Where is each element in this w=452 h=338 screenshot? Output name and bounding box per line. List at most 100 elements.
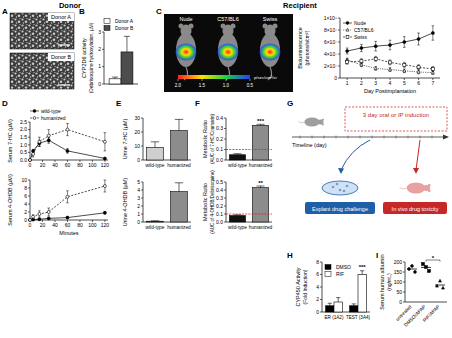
y-axis-sublabel: (AUC of 4-OHDB/Debrisoquine) — [210, 170, 215, 234]
error-bar — [66, 149, 69, 154]
diagram-label: Explant drug challenge — [312, 206, 368, 212]
mouse-label: Nude — [179, 16, 192, 22]
marker — [422, 263, 425, 266]
legend-swatch — [325, 265, 331, 270]
timeline-tick — [420, 136, 421, 139]
y-tick — [224, 214, 226, 215]
error-bar — [432, 26, 435, 40]
y-axis-sublabel: (AUC of 7-HC/Coumarin) — [210, 113, 215, 164]
x-axis — [30, 220, 108, 221]
y-axis-label: Metabolic Ratio — [202, 183, 208, 221]
plot-area — [226, 186, 272, 222]
x-axis-label: Minutes — [59, 230, 79, 236]
x-tick-label: 100 — [88, 162, 97, 168]
legend-label: Nude — [354, 20, 366, 26]
colorbar-tick — [178, 79, 179, 81]
marker — [374, 45, 377, 48]
diagram-label: In vivo drug toxicity — [392, 206, 439, 212]
error-bar — [360, 271, 364, 275]
y-tick-label: 1.5 — [20, 134, 27, 140]
x-tick-label: 1 — [346, 80, 349, 86]
error-bar — [112, 77, 118, 79]
bar — [147, 147, 164, 160]
mouse-tail — [400, 187, 407, 189]
mouse-ear — [273, 24, 278, 29]
colorbar-unit: p/sec/cm²/sr — [254, 75, 277, 80]
reference-line — [226, 149, 272, 150]
y-tick-label: 0.1 — [216, 146, 223, 152]
y-tick-label: 2.0 — [20, 126, 27, 132]
y-axis-sublabel: (Debrisoquine hydroxylation, µM) — [89, 22, 94, 93]
y-axis-label: Bioluminescence — [297, 27, 303, 69]
y-tick — [28, 188, 30, 189]
error-bar — [374, 56, 377, 61]
micrograph-label: Donor B — [51, 54, 72, 60]
label-box — [305, 202, 375, 214]
marker — [431, 32, 434, 35]
y-tick-label: 4 — [137, 187, 140, 193]
y-tick-label: 4 — [24, 201, 27, 207]
marker — [417, 66, 420, 69]
y-axis — [226, 182, 227, 222]
legend-marker — [33, 110, 36, 113]
y-tick-label: 0.5 — [20, 149, 27, 155]
y-tick — [102, 32, 104, 33]
arrow-head — [338, 168, 344, 174]
y-tick — [102, 84, 104, 85]
signal — [217, 43, 239, 61]
panel-letter: B — [79, 7, 85, 16]
y-tick — [403, 272, 405, 273]
legend-label: DMSO — [336, 264, 351, 270]
y-tick — [320, 312, 322, 313]
x-tick-label: TEST (3A4) — [346, 315, 371, 320]
colorbar-tick-label: 1.5 — [199, 83, 206, 88]
marker — [66, 195, 69, 198]
y-axis-label: Metabolic Ratio — [202, 120, 208, 158]
x-tick-label: wild-type — [146, 163, 165, 168]
x-tick-label: humanized — [249, 163, 273, 168]
colorbar-tick — [226, 79, 227, 81]
y-tick — [338, 78, 340, 79]
y-tick — [224, 190, 226, 191]
mouse-label: Swiss — [263, 16, 278, 22]
error-bar — [389, 40, 392, 50]
timeline-tick — [300, 136, 301, 139]
timeline-tick — [360, 136, 361, 139]
error-bar — [32, 219, 35, 220]
y-tick — [28, 212, 30, 213]
y-tick — [141, 118, 143, 119]
legend-marker — [346, 22, 349, 25]
y-axis-label: Serum 4-OHDB (µM) — [7, 174, 13, 226]
y-tick-label: 0.3 — [216, 195, 223, 201]
y-tick-label: 0 — [137, 157, 140, 163]
mouse-ear — [428, 184, 431, 187]
legend-swatch — [104, 19, 110, 24]
y-tick-label: 3 — [137, 195, 140, 201]
y-tick — [28, 137, 30, 138]
plot-area — [29, 124, 107, 162]
y-tick — [141, 214, 143, 215]
y-axis-label: CYP2D6 activity — [81, 38, 87, 78]
y-tick-label: 2 — [98, 46, 101, 52]
x-tick-label: 2 — [360, 80, 363, 86]
y-tick — [141, 198, 143, 199]
marker — [403, 41, 406, 44]
y-tick — [224, 118, 226, 119]
mouse-ear — [189, 24, 194, 29]
x-tick-label: 80 — [77, 162, 83, 168]
y-axis — [30, 180, 31, 220]
error-bar — [29, 220, 32, 221]
panel-letter: I — [376, 251, 378, 260]
y-tick — [224, 182, 226, 183]
significance: *** — [257, 118, 265, 124]
error-bar — [38, 218, 41, 220]
error-bar — [32, 151, 35, 157]
y-axis — [143, 118, 144, 160]
marker — [428, 270, 431, 273]
legend-label: Donor A — [115, 18, 134, 24]
timeline-tick — [336, 136, 337, 139]
error-bar — [47, 130, 50, 142]
marker — [442, 286, 445, 289]
y-tick-label: 6×10⁷ — [324, 39, 337, 45]
x-tick-label: ER (1A2) — [325, 315, 344, 320]
